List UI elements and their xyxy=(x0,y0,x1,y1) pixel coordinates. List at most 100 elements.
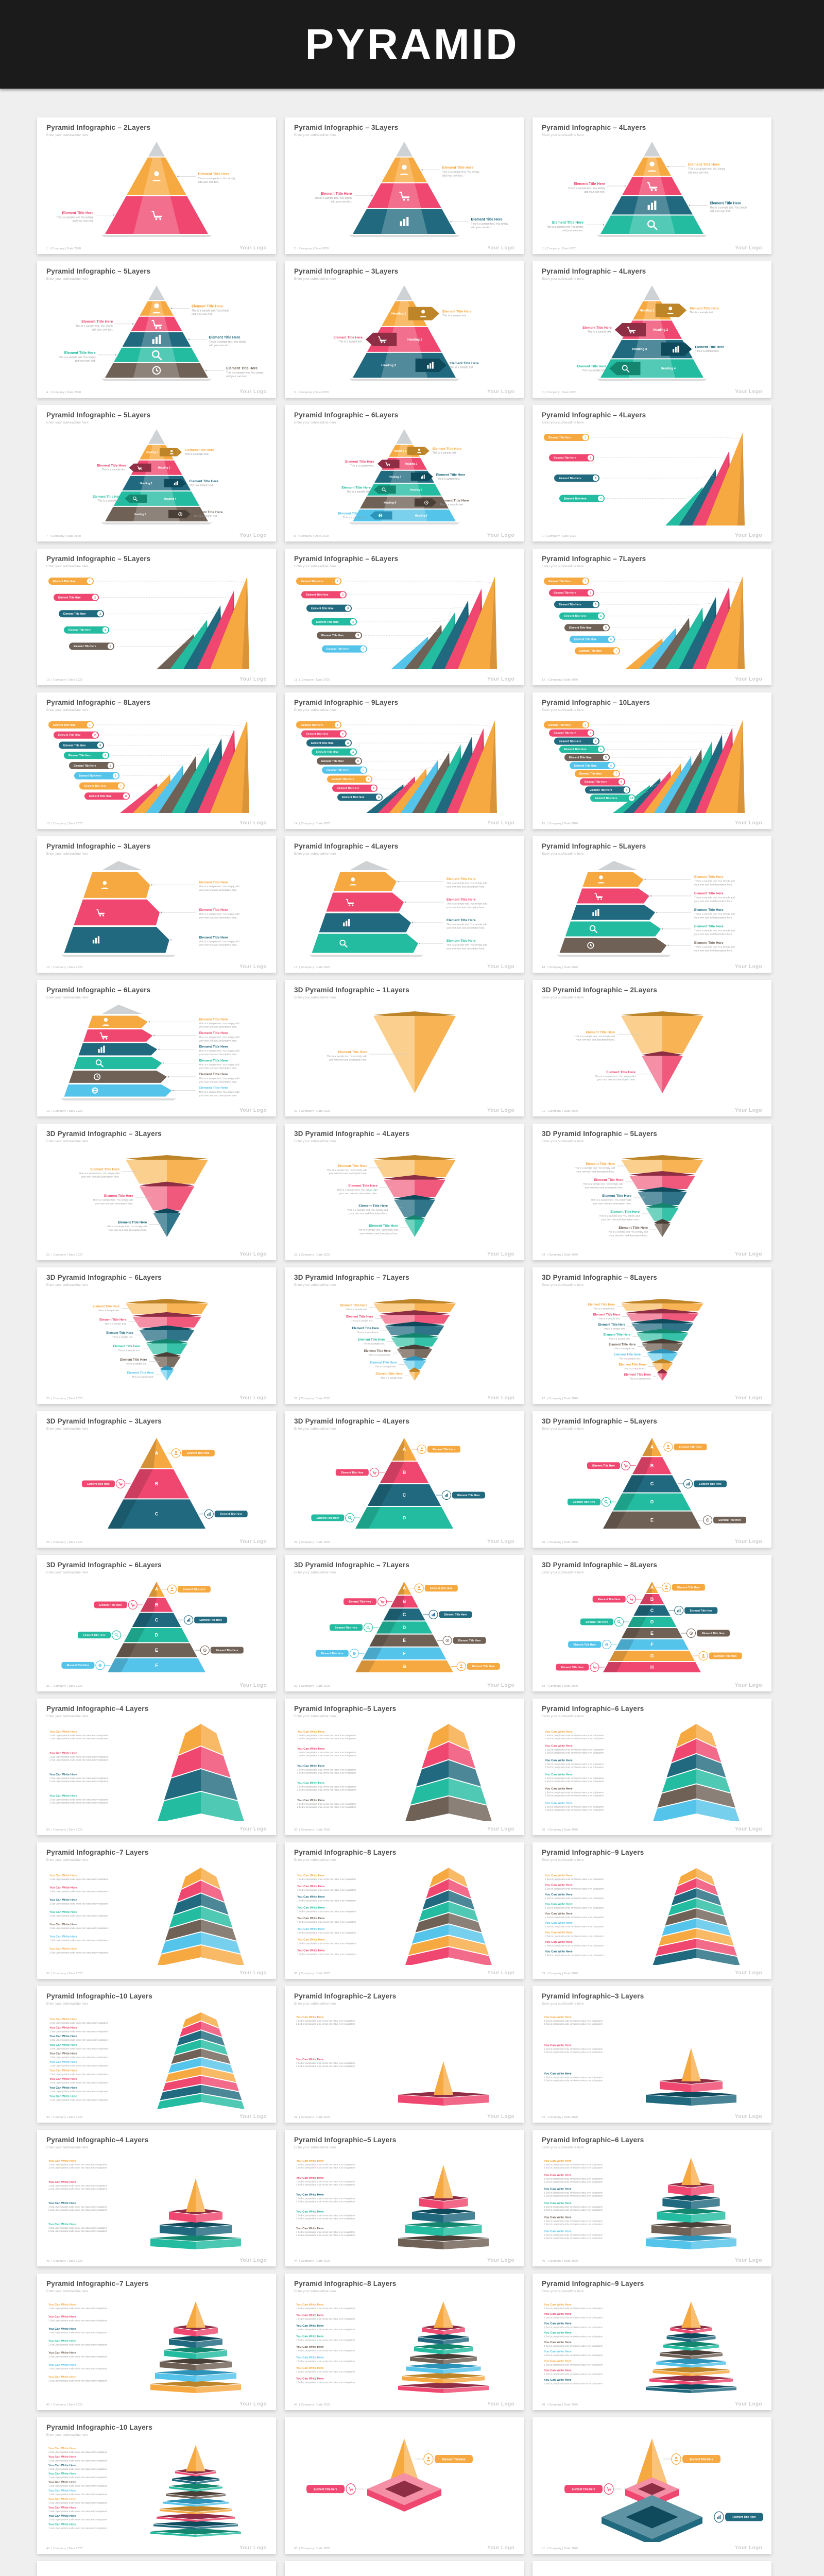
svg-text:Element Title Here: Element Title Here xyxy=(97,464,126,468)
slide-card-20[interactable]: 3D Pyramid Infographic – 1Layers Enter yo… xyxy=(285,980,524,1116)
svg-text:your own text and description: your own text and description here. xyxy=(329,1058,367,1061)
svg-text:This is a sample text.: This is a sample text. xyxy=(588,331,612,334)
slide-card-23[interactable]: 3D Pyramid Infographic – 4Layers Enter yo… xyxy=(285,1124,524,1260)
svg-text:This is a sample text. You sim: This is a sample text. You simply add xyxy=(199,885,239,888)
slide-footer-logo: Your Logo xyxy=(735,676,762,682)
svg-text:This is a sample text. You sim: This is a sample text. You simply add xyxy=(199,1022,239,1025)
svg-text:Element Title Here: Element Title Here xyxy=(695,346,725,349)
slide-card-10[interactable]: Pyramid Infographic – 5Layers Enter your … xyxy=(37,549,276,685)
svg-text:your own text and description: your own text and description here. xyxy=(109,1229,147,1232)
slide-card-19[interactable]: Pyramid Infographic – 6Layers Enter your … xyxy=(37,980,276,1116)
slide-card-26[interactable]: 3D Pyramid Infographic – 7Layers Enter yo… xyxy=(285,1267,524,1404)
slide-card-33[interactable]: 3D Pyramid Infographic – 8Layers Enter yo… xyxy=(533,1555,771,1691)
slide-card-21[interactable]: 3D Pyramid Infographic – 2Layers Enter yo… xyxy=(533,980,771,1116)
slide-card-7[interactable]: Pyramid Infographic – 5Layers Enter your … xyxy=(37,405,276,541)
slide-card-16[interactable]: Pyramid Infographic – 3Layers Enter your … xyxy=(37,836,276,973)
slide-card-49[interactable]: Pyramid Infographic–10 Layers Enter your … xyxy=(37,2417,276,2554)
slide-card-13[interactable]: Pyramid Infographic – 8Layers Enter your … xyxy=(37,692,276,829)
slide-card-46[interactable]: Pyramid Infographic–7 Layers Enter your s… xyxy=(37,2274,276,2410)
svg-text:You Can Write Here: You Can Write Here xyxy=(49,1923,77,1926)
slide-card-38[interactable]: Pyramid Infographic–8 Layers Enter your s… xyxy=(285,1842,524,1979)
svg-text:Element Title Here: Element Title Here xyxy=(192,305,223,309)
slide-card-52[interactable]: Element Title HereElement Title HereElem… xyxy=(37,2561,276,2576)
svg-text:You Can Write Here: You Can Write Here xyxy=(296,2314,324,2317)
slide-card-1[interactable]: Pyramid Infographic – 2Layers Enter your … xyxy=(37,117,276,254)
slide-card-43[interactable]: Pyramid Infographic–4 Layers Enter your s… xyxy=(37,2130,276,2266)
slide-card-3[interactable]: Pyramid Infographic – 4Layers Enter your … xyxy=(533,117,771,254)
svg-text:Element Title Here: Element Title Here xyxy=(614,1353,641,1357)
slide-card-18[interactable]: Pyramid Infographic – 5Layers Enter your … xyxy=(533,836,771,973)
slide-card-42[interactable]: Pyramid Infographic–3 Layers Enter your s… xyxy=(533,1986,771,2123)
slide-card-32[interactable]: 3D Pyramid Infographic – 7Layers Enter yo… xyxy=(285,1555,524,1691)
svg-text:5: 5 xyxy=(110,645,111,648)
svg-text:1 Sed ut perspiciatis unde om: 1 Sed ut perspiciatis unde omnis iste na… xyxy=(49,2090,109,2093)
slide-footer-meta: 43 | Company | Date 2020 xyxy=(46,2260,83,2263)
svg-text:1 Sed ut perspiciatis unde om: 1 Sed ut perspiciatis unde omnis iste na… xyxy=(48,2380,108,2382)
svg-text:1 Sed ut perspiciatis unde om: 1 Sed ut perspiciatis unde omnis iste na… xyxy=(49,2064,109,2067)
slide-card-27[interactable]: 3D Pyramid Infographic – 8Layers Enter yo… xyxy=(533,1267,771,1404)
svg-text:add your own text.: add your own text. xyxy=(198,181,219,184)
slide-subtitle: Enter your subheadline here xyxy=(542,421,584,425)
slide-card-37[interactable]: Pyramid Infographic–7 Layers Enter your s… xyxy=(37,1842,276,1979)
slide-card-5[interactable]: Pyramid Infographic – 3Layers Enter your … xyxy=(285,261,524,398)
slide-card-35[interactable]: Pyramid Infographic–5 Layers Enter your s… xyxy=(285,1699,524,1835)
slide-card-41[interactable]: Pyramid Infographic–2 Layers Enter your s… xyxy=(285,1986,524,2123)
slide-title: Pyramid Infographic – 2Layers xyxy=(46,124,151,131)
slide-card-22[interactable]: 3D Pyramid Infographic – 3Layers Enter yo… xyxy=(37,1124,276,1260)
slide-card-45[interactable]: Pyramid Infographic–6 Layers Enter your s… xyxy=(533,2130,771,2266)
svg-text:This is a sample text. You sim: This is a sample text. You simply add xyxy=(694,896,735,900)
slide-footer-logo: Your Logo xyxy=(239,1826,267,1832)
slide-card-4[interactable]: Pyramid Infographic – 5Layers Enter your … xyxy=(37,261,276,398)
svg-text:1 Sed ut perspiciatis unde om: 1 Sed ut perspiciatis unde omnis iste na… xyxy=(545,1734,604,1737)
slide-footer-meta: 6 | Company | Date 2020 xyxy=(542,391,577,394)
svg-text:Element Title Here: Element Title Here xyxy=(301,724,323,727)
slide-card-28[interactable]: 3D Pyramid Infographic – 3Layers Enter yo… xyxy=(37,1411,276,1548)
slide-card-14[interactable]: Pyramid Infographic – 9Layers Enter your … xyxy=(285,692,524,829)
svg-text:You Can Write Here: You Can Write Here xyxy=(49,1947,77,1951)
slide-subtitle: Enter your subheadline here xyxy=(46,1571,89,1574)
slide-footer-meta: 28 | Company | Date 2020 xyxy=(46,1541,83,1544)
slide-card-34[interactable]: Pyramid Infographic–4 Layers Enter your s… xyxy=(37,1699,276,1835)
slide-card-47[interactable]: Pyramid Infographic–8 Layers Enter your s… xyxy=(285,2274,524,2410)
slide-card-51[interactable]: Element Title Here Element Title Here Elem… xyxy=(533,2417,771,2554)
svg-text:3: 3 xyxy=(99,613,101,616)
slide-footer-logo: Your Logo xyxy=(735,820,762,826)
slide-subtitle: Enter your subheadline here xyxy=(542,1715,584,1718)
svg-text:Element Title Here: Element Title Here xyxy=(340,1304,368,1308)
slide-card-11[interactable]: Pyramid Infographic – 6Layers Enter your … xyxy=(285,549,524,685)
slide-card-31[interactable]: 3D Pyramid Infographic – 6Layers Enter yo… xyxy=(37,1555,276,1691)
svg-text:Element Title Here: Element Title Here xyxy=(74,645,96,648)
svg-text:You Can Write Here: You Can Write Here xyxy=(49,2018,77,2021)
svg-text:your own text and description: your own text and description here. xyxy=(447,885,485,888)
slide-card-44[interactable]: Pyramid Infographic–5 Layers Enter your s… xyxy=(285,2130,524,2266)
slide-card-17[interactable]: Pyramid Infographic – 4Layers Enter your … xyxy=(285,836,524,973)
slide-card-48[interactable]: Pyramid Infographic–9 Layers Enter your s… xyxy=(533,2274,771,2410)
slide-card-15[interactable]: Pyramid Infographic – 10Layers Enter your… xyxy=(533,692,771,829)
slide-card-24[interactable]: 3D Pyramid Infographic – 5Layers Enter yo… xyxy=(533,1124,771,1260)
svg-text:You Can Write Here: You Can Write Here xyxy=(48,2472,76,2476)
svg-text:Element Title Here: Element Title Here xyxy=(333,336,363,340)
slide-card-36[interactable]: Pyramid Infographic–6 Layers Enter your s… xyxy=(533,1699,771,1835)
slide-card-29[interactable]: 3D Pyramid Infographic – 4Layers Enter yo… xyxy=(285,1411,524,1548)
slide-card-12[interactable]: Pyramid Infographic – 7Layers Enter your … xyxy=(533,549,771,685)
svg-text:Element Title Here: Element Title Here xyxy=(688,163,719,166)
slide-card-40[interactable]: Pyramid Infographic–10 Layers Enter your … xyxy=(37,1986,276,2123)
svg-text:Element Title Here: Element Title Here xyxy=(338,1050,367,1054)
pyramid-diagram: Element Title Here 1 Element Title Here 2 El… xyxy=(48,720,249,813)
slide-card-30[interactable]: 3D Pyramid Infographic – 5Layers Enter yo… xyxy=(533,1411,771,1548)
slide-card-6[interactable]: Pyramid Infographic – 4Layers Enter your … xyxy=(533,261,771,398)
svg-text:You Can Write Here: You Can Write Here xyxy=(545,1788,573,1791)
slide-card-25[interactable]: 3D Pyramid Infographic – 6Layers Enter yo… xyxy=(37,1267,276,1404)
slide-card-9[interactable]: Pyramid Infographic – 4Layers Enter your … xyxy=(533,405,771,541)
slide-card-50[interactable]: Element Title Here Element Title Here 50 |… xyxy=(285,2417,524,2554)
slide-footer-meta: 32 | Company | Date 2020 xyxy=(294,1685,331,1688)
slide-card-53[interactable]: Element Title HereElement Title HereElem… xyxy=(285,2561,524,2576)
slide-card-54[interactable]: Element Title HereElement Title HereElem… xyxy=(533,2561,771,2576)
svg-text:Element Title Here: Element Title Here xyxy=(321,760,344,763)
slide-card-2[interactable]: Pyramid Infographic – 3Layers Enter your … xyxy=(285,117,524,254)
slide-card-39[interactable]: Pyramid Infographic–9 Layers Enter your s… xyxy=(533,1842,771,1979)
slide-card-8[interactable]: Pyramid Infographic – 6Layers Enter your … xyxy=(285,405,524,541)
